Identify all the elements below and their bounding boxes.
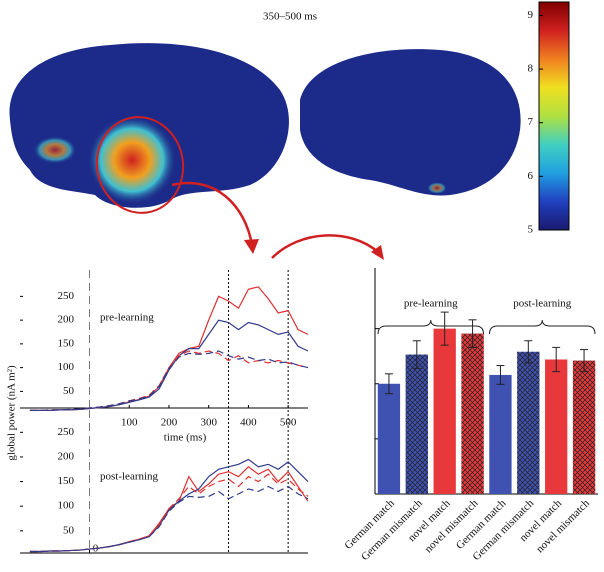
group-brace — [377, 319, 484, 335]
group-label: post-learning — [513, 298, 572, 310]
y-tick-label: 250 — [58, 426, 75, 438]
y-tick-label: 200 — [58, 450, 75, 462]
y-tick-label: 250 — [58, 290, 75, 302]
panel-label: post-learning — [100, 471, 159, 483]
series-line — [29, 350, 309, 411]
bar — [377, 383, 401, 494]
colorbar-tick-label: 5 — [528, 224, 534, 236]
y-tick-label: 50 — [63, 524, 75, 536]
bar-hatch — [572, 360, 596, 494]
arrow — [271, 234, 379, 259]
activation — [427, 182, 447, 194]
bar — [433, 328, 456, 494]
activation — [33, 136, 77, 164]
highlight-ellipse — [95, 116, 185, 214]
arrow — [171, 181, 254, 246]
group-brace — [489, 319, 596, 335]
y-tick-label: 200 — [58, 314, 75, 326]
x-tick-label: 200 — [161, 417, 178, 429]
arrow-head — [244, 239, 259, 254]
x-tick-label: 100 — [121, 417, 138, 429]
y-tick-label: 100 — [58, 361, 75, 373]
right-brain — [300, 49, 521, 196]
colorbar-tick-label: 8 — [528, 63, 534, 75]
figure-title: 350–500 ms — [263, 11, 317, 23]
x-tick-label: 300 — [200, 417, 217, 429]
x-axis-label: time (ms) — [164, 432, 207, 444]
y-axis-label: global power (nA m²) — [6, 365, 18, 461]
colorbar-tick-label: 7 — [528, 116, 534, 128]
series-line — [29, 350, 309, 411]
panel-label: pre-learning — [100, 312, 154, 324]
arrow-head — [371, 245, 384, 260]
y-tick-label: 150 — [58, 337, 75, 349]
bar-hatch — [461, 333, 484, 494]
x-tick-label: 400 — [240, 417, 257, 429]
colorbar — [538, 1, 570, 231]
y-tick-label: 100 — [58, 500, 75, 512]
colorbar-tick-label: 9 — [528, 9, 534, 21]
activation — [87, 115, 177, 205]
colorbar-tick-label: 6 — [528, 170, 534, 182]
y-tick-label: 50 — [63, 385, 75, 397]
series-line — [29, 485, 309, 553]
bar-hatch — [405, 354, 428, 494]
bar — [489, 374, 512, 494]
bar-hatch — [517, 351, 540, 494]
y-tick-label: 150 — [58, 475, 75, 487]
bar — [545, 359, 568, 494]
group-label: pre-learning — [404, 298, 458, 310]
